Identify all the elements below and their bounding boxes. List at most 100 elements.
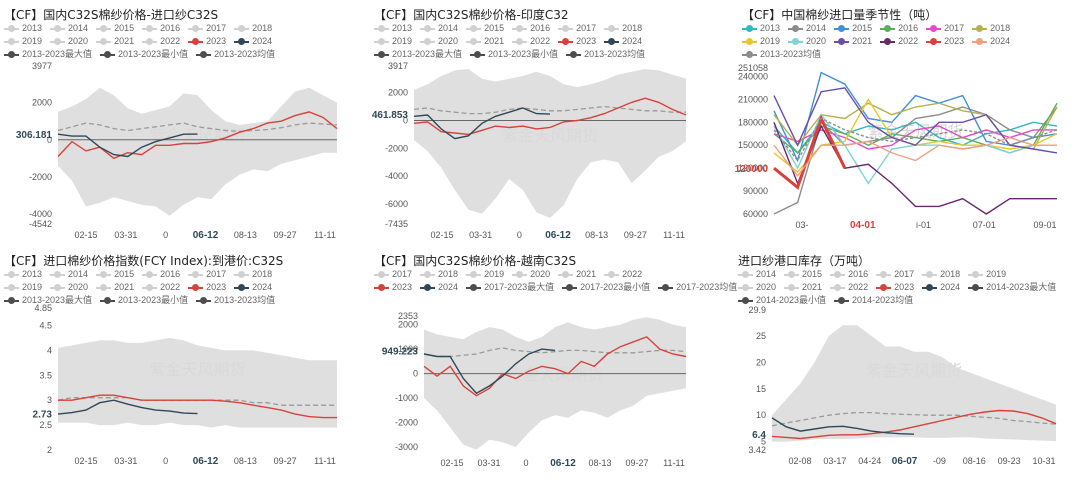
legend-item[interactable]: 2021	[466, 35, 504, 48]
legend-item[interactable]: 2014	[50, 268, 88, 281]
legend-item[interactable]: 2020	[738, 281, 776, 294]
legend-item[interactable]: 2014	[788, 22, 826, 35]
chart-legend: 2017 2018 2019 2020 2021 2022 2023 2024 2017-202…	[374, 268, 737, 294]
legend-item[interactable]: 2016	[830, 268, 868, 281]
legend-item[interactable]: 2019	[742, 35, 780, 48]
legend-item[interactable]: 2019	[466, 268, 504, 281]
legend-item[interactable]: 2015	[834, 22, 872, 35]
legend-item[interactable]: 2022	[142, 281, 180, 294]
legend-item[interactable]: 2023	[876, 281, 914, 294]
legend-item[interactable]: 2020	[50, 281, 88, 294]
legend-label: 2024	[252, 282, 273, 292]
legend-item[interactable]: 2024	[234, 35, 272, 48]
legend-item[interactable]: 2017-2023均值	[658, 281, 737, 294]
legend-item[interactable]: 2022	[830, 281, 868, 294]
legend-item[interactable]: 2020	[788, 35, 826, 48]
legend-item[interactable]: 2024	[922, 281, 960, 294]
legend-item[interactable]: 2024	[972, 35, 1010, 48]
legend-item[interactable]: 2024	[234, 281, 272, 294]
legend-item[interactable]: 2020	[512, 268, 550, 281]
chart-title: 【CF】国内C32S棉纱价格-越南C32S	[374, 254, 577, 268]
legend-item[interactable]: 2019	[4, 35, 42, 48]
legend-item[interactable]: 2023	[188, 35, 226, 48]
legend-item[interactable]: 2014-2023均值	[834, 294, 913, 307]
legend-item[interactable]: 2018	[420, 268, 458, 281]
legend-item[interactable]: 2014-2023最小值	[738, 294, 826, 307]
legend-item[interactable]: 2014	[738, 268, 776, 281]
legend-item[interactable]: 2017	[374, 268, 412, 281]
legend-label: 2019	[484, 269, 505, 279]
legend-item[interactable]: 2018	[234, 268, 272, 281]
legend-item[interactable]: 2021	[558, 268, 596, 281]
chart-plot: 紫金天风期货-3000-2000-1000010002000235302-150…	[382, 311, 687, 469]
legend-item[interactable]: 2022	[880, 35, 918, 48]
legend-item[interactable]: 2013-2023最小值	[100, 48, 188, 61]
legend-item[interactable]: 2019	[4, 281, 42, 294]
legend-item[interactable]: 2017-2023最小值	[562, 281, 650, 294]
legend-item[interactable]: 2021	[96, 281, 134, 294]
legend-item[interactable]: 2016	[512, 22, 550, 35]
legend-item[interactable]: 2016	[880, 22, 918, 35]
legend-swatch-icon	[234, 24, 250, 32]
legend-item[interactable]: 2023	[926, 35, 964, 48]
legend-item[interactable]: 2022	[142, 35, 180, 48]
legend-item[interactable]: 2013-2023最小值	[470, 48, 558, 61]
legend-item[interactable]: 2021	[96, 35, 134, 48]
legend-item[interactable]: 2015	[466, 22, 504, 35]
legend-item[interactable]: 2023	[558, 35, 596, 48]
legend-item[interactable]: 2013-2023最小值	[100, 294, 188, 307]
legend-item[interactable]: 2016	[142, 22, 180, 35]
legend-item[interactable]: 2013-2023最大值	[4, 48, 92, 61]
legend-label: 2023	[206, 36, 227, 46]
legend-item[interactable]: 2017	[876, 268, 914, 281]
legend-item[interactable]: 2021	[834, 35, 872, 48]
legend-item[interactable]: 2013	[4, 22, 42, 35]
legend-item[interactable]: 2019	[968, 268, 1006, 281]
legend-item[interactable]: 2018	[972, 22, 1010, 35]
y-tick-label: 180000	[738, 117, 768, 127]
legend-item[interactable]: 2017	[558, 22, 596, 35]
legend-item[interactable]: 2018	[922, 268, 960, 281]
legend-item[interactable]: 2024	[420, 281, 458, 294]
legend-item[interactable]: 2014	[50, 22, 88, 35]
legend-item[interactable]: 2017	[188, 22, 226, 35]
legend-item[interactable]: 2013	[374, 22, 412, 35]
x-tick-label: 08-16	[963, 456, 986, 466]
y-tick-label: -3000	[395, 442, 418, 452]
legend-item[interactable]: 2020	[420, 35, 458, 48]
legend-item[interactable]: 2013-2023最大值	[4, 294, 92, 307]
legend-item[interactable]: 2017-2023最大值	[466, 281, 554, 294]
x-tick-label: 10-31	[1032, 456, 1055, 466]
legend-item[interactable]: 2013-2023均值	[566, 48, 645, 61]
legend-item[interactable]: 2018	[604, 22, 642, 35]
x-tick-label: 11-11	[663, 230, 685, 240]
legend-item[interactable]: 2014-2023最大值	[968, 281, 1056, 294]
legend-item[interactable]: 2013-2023均值	[196, 48, 275, 61]
legend-item[interactable]: 2018	[234, 22, 272, 35]
legend-item[interactable]: 2024	[604, 35, 642, 48]
legend-item[interactable]: 2015	[784, 268, 822, 281]
legend-item[interactable]: 2017	[188, 268, 226, 281]
legend-item[interactable]: 2013	[742, 22, 780, 35]
y-tick-label: 4	[47, 345, 52, 355]
legend-row: 2014-2023最小值 2014-2023均值	[738, 294, 1056, 307]
legend-item[interactable]: 2021	[784, 281, 822, 294]
legend-item[interactable]: 2019	[374, 35, 412, 48]
legend-item[interactable]: 2023	[374, 281, 412, 294]
legend-swatch-icon	[558, 270, 574, 278]
legend-item[interactable]: 2022	[512, 35, 550, 48]
x-tick-label: 04-01	[850, 220, 876, 231]
legend-item[interactable]: 2015	[96, 268, 134, 281]
legend-item[interactable]: 2015	[96, 22, 134, 35]
current-value-label: 949.223	[382, 346, 419, 357]
legend-item[interactable]: 2020	[50, 35, 88, 48]
legend-item[interactable]: 2013-2023均值	[196, 294, 275, 307]
legend-item[interactable]: 2014	[420, 22, 458, 35]
legend-item[interactable]: 2017	[926, 22, 964, 35]
legend-item[interactable]: 2013	[4, 268, 42, 281]
legend-item[interactable]: 2023	[188, 281, 226, 294]
legend-item[interactable]: 2013-2023最大值	[374, 48, 462, 61]
legend-item[interactable]: 2016	[142, 268, 180, 281]
legend-item[interactable]: 2022	[604, 268, 642, 281]
legend-item[interactable]: 2013-2023均值	[742, 48, 821, 61]
